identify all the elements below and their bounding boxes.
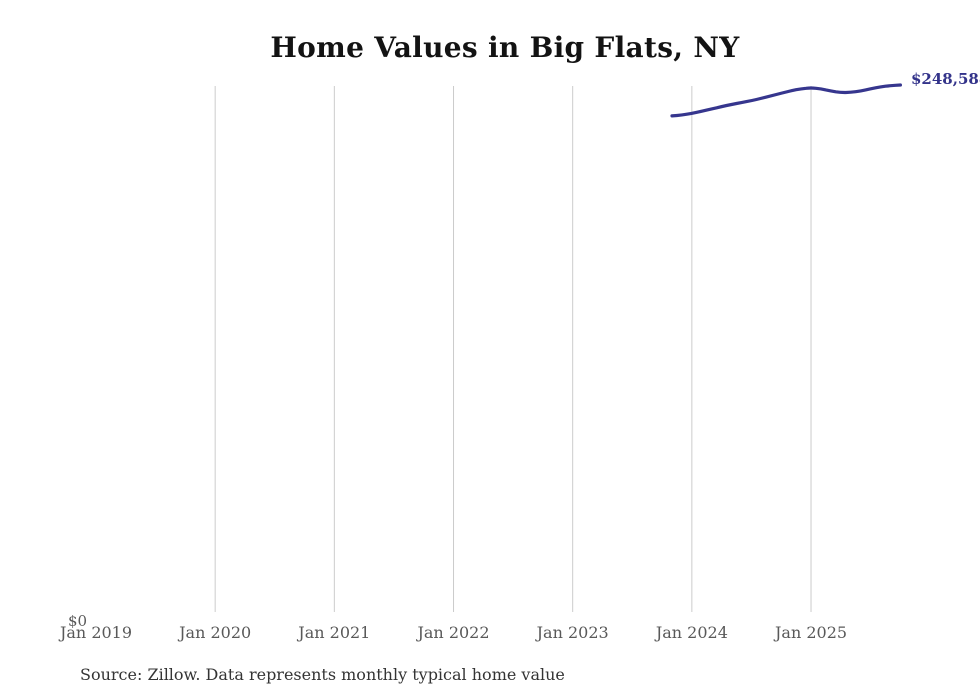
- x-tick-jan-2024: Jan 2024: [655, 623, 728, 642]
- x-tick-jan-2022: Jan 2022: [417, 623, 490, 642]
- source-note: Source: Zillow. Data represents monthly …: [80, 665, 565, 684]
- chart-title: Home Values in Big Flats, NY: [270, 31, 740, 64]
- x-tick-jan-2025: Jan 2025: [774, 623, 848, 642]
- x-tick-jan-2023: Jan 2023: [536, 623, 609, 642]
- y-axis-zero-label: $0: [68, 612, 88, 630]
- x-tick-jan-2020: Jan 2020: [179, 623, 252, 642]
- home-value-series-line: [670, 83, 902, 118]
- x-tick-jan-2021: Jan 2021: [298, 623, 371, 642]
- x-tick-jan-2019: Jan 2019: [59, 623, 133, 642]
- latest-value-label: $248,588: [911, 70, 980, 88]
